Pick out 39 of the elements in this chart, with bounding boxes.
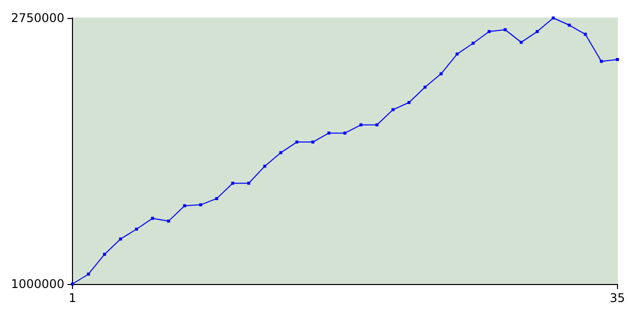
point bbox=[552, 16, 555, 20]
point bbox=[247, 182, 250, 185]
point bbox=[279, 151, 282, 154]
point bbox=[488, 30, 491, 34]
point bbox=[472, 42, 475, 45]
point bbox=[215, 197, 218, 200]
point bbox=[183, 204, 186, 208]
point bbox=[167, 220, 170, 223]
point bbox=[135, 228, 138, 231]
point bbox=[263, 164, 266, 168]
line-series bbox=[70, 16, 619, 286]
point bbox=[504, 28, 507, 32]
point bbox=[295, 140, 298, 144]
point bbox=[600, 60, 603, 63]
point bbox=[456, 52, 459, 56]
point bbox=[343, 132, 346, 135]
point bbox=[391, 108, 394, 112]
point bbox=[424, 86, 427, 89]
x-tick-label: 35 bbox=[610, 291, 626, 305]
point bbox=[151, 216, 154, 220]
point bbox=[359, 123, 362, 126]
point bbox=[440, 72, 443, 76]
point bbox=[616, 58, 619, 61]
point bbox=[311, 140, 314, 144]
point bbox=[70, 282, 74, 286]
point bbox=[520, 40, 523, 44]
point bbox=[568, 24, 571, 27]
point bbox=[103, 252, 106, 256]
point bbox=[327, 132, 330, 135]
point bbox=[584, 32, 587, 36]
point bbox=[119, 238, 122, 241]
y-tick-label: 1000000 bbox=[10, 277, 64, 291]
point bbox=[375, 123, 378, 126]
point bbox=[86, 272, 90, 276]
point bbox=[536, 30, 539, 34]
y-tick-label: 2750000 bbox=[10, 11, 64, 25]
x-tick-label: 1 bbox=[68, 291, 76, 305]
point bbox=[231, 182, 234, 185]
point bbox=[199, 203, 202, 206]
